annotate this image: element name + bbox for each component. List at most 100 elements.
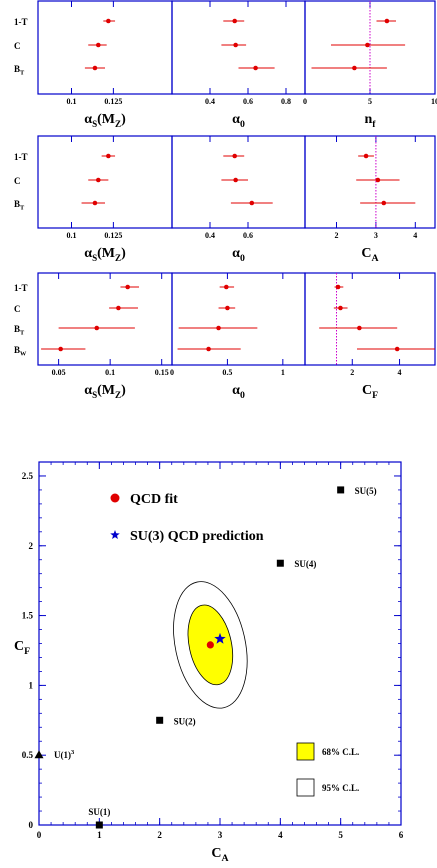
data-point [232,153,237,159]
data-point [233,42,238,48]
data-point [249,200,255,206]
panel-frame [304,135,436,229]
x-tick-label: 0 [37,830,42,840]
group-label: SU(4) [294,559,316,569]
tick-label: 0.6 [243,231,253,240]
group-label: SU(1) [88,807,110,817]
panel-3-2 [171,272,306,366]
panel-2-3 [304,135,436,229]
panel-2-1 [37,135,173,229]
data-point [338,305,343,311]
row-label-bt: BT [14,64,25,77]
data-point [94,325,100,331]
legend-95-label: 95% C.L. [322,783,359,793]
tick-label: 0.125 [104,231,122,240]
panel-frame [37,135,173,229]
data-point [116,305,121,311]
y-tick-label: 1.5 [22,611,34,621]
panel-2-2 [171,135,306,229]
su3-prediction-star [214,632,226,644]
tick-label: 4 [413,231,417,240]
legend-fit-marker [110,493,120,503]
data-point [381,200,387,206]
data-point [233,177,238,183]
row-label-bw: BW [14,345,27,358]
y-tick-label: 0 [29,820,34,830]
axis-label: αS(MZ) [84,246,126,263]
axis-label: α0 [232,246,245,264]
tick-label: 10 [431,97,437,106]
tick-label: 0.8 [281,97,291,106]
data-point [375,177,381,183]
axis-label: CF [362,383,378,401]
panel-frame [37,272,173,366]
legend-fit-label: QCD fit [130,492,178,507]
marker-su2 [156,716,164,724]
axis-label: CA [361,246,378,264]
tick-label: 2 [335,231,339,240]
marker-su5 [337,486,345,494]
data-point [96,42,101,48]
legend-68-swatch [296,742,315,761]
panel-frame [37,0,173,95]
y-tick-label: 2.5 [22,471,34,481]
data-point [224,284,229,290]
data-point [352,65,357,71]
panel-3-3 [304,272,436,366]
data-point [394,346,400,352]
data-point [335,284,341,290]
tick-label: 0.05 [52,368,66,377]
y-tick-label: 0.5 [22,750,34,760]
data-point [384,18,390,24]
tick-label: 0.4 [205,231,215,240]
tick-label: 0 [303,97,307,106]
x-tick-label: 3 [218,830,223,840]
legend-95-swatch [296,778,315,797]
tick-label: 4 [398,368,402,377]
x-tick-label: 1 [97,830,102,840]
y-tick-label: 1 [29,680,34,690]
tick-label: 0.1 [105,368,115,377]
panel-frame [171,135,306,229]
tick-label: 2 [350,368,354,377]
axis-label: nf [364,112,376,130]
group-label: SU(2) [174,716,196,726]
x-tick-label: 2 [157,830,162,840]
tick-label: 0.1 [67,97,77,106]
panel-3-1 [37,272,173,366]
panel-1-2 [171,0,306,95]
y-axis-title: CF [14,639,30,657]
panel-frame [304,272,436,366]
data-point [363,153,369,159]
tick-label: 0.5 [222,368,232,377]
qcd-fit-point [206,641,214,649]
data-point [357,325,362,331]
row-label-t: 1-T [14,17,28,27]
axis-label: α0 [232,383,245,401]
data-point [216,325,221,331]
x-tick-label: 6 [399,830,404,840]
row-label-bt: BT [14,199,25,212]
data-point [206,346,211,352]
legend-68-label: 68% C.L. [322,747,359,757]
y-tick-label: 2 [29,541,34,551]
data-point [92,65,98,71]
data-point [106,18,111,24]
data-point [232,18,237,24]
tick-label: 5 [368,97,372,106]
tick-label: 0.1 [67,231,77,240]
data-point [58,346,63,352]
axis-label: αS(MZ) [84,112,126,129]
axis-label: α0 [232,112,245,130]
panel-frame [171,272,306,366]
data-point [92,200,98,206]
tick-label: 0.15 [155,368,169,377]
row-label-c: C [14,304,21,314]
marker-su1 [95,821,103,829]
row-label-t: 1-T [14,283,28,293]
x-tick-label: 5 [338,830,343,840]
data-point [253,65,258,71]
group-label: SU(5) [355,486,377,496]
panel-1-1 [37,0,173,95]
